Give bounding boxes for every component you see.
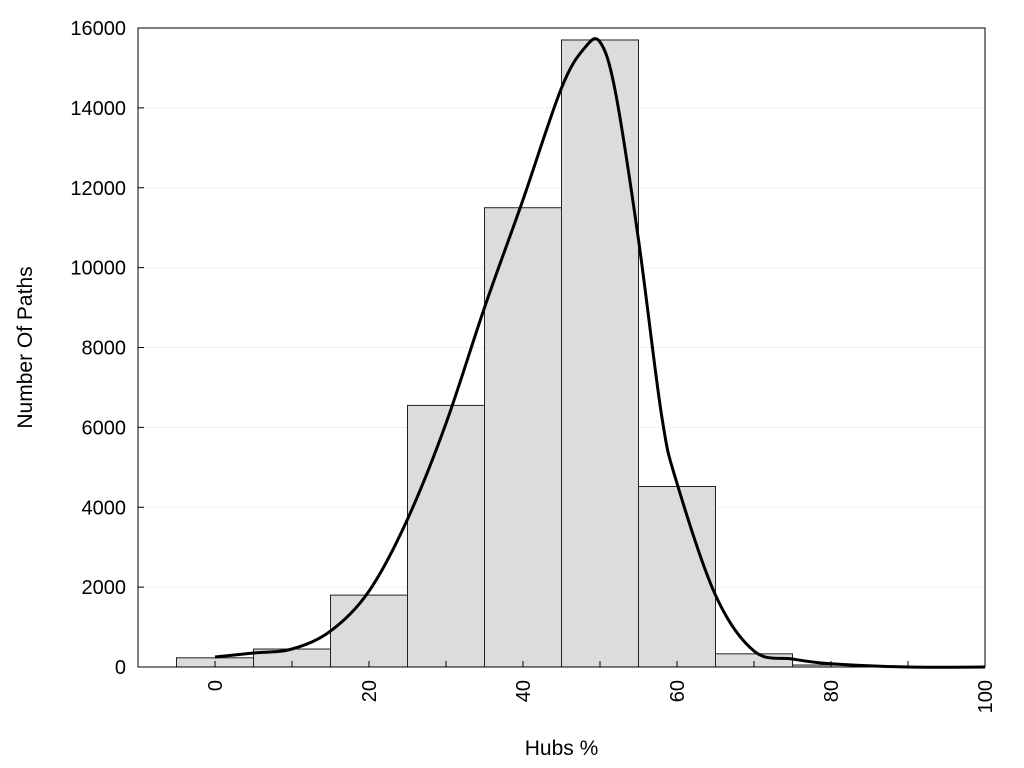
bars <box>176 39 986 668</box>
y-tick-label: 16000 <box>70 18 126 40</box>
x-tick-label: 0 <box>205 680 227 691</box>
y-axis-title: Number Of Paths <box>14 266 37 428</box>
y-tick-label: 14000 <box>70 98 126 120</box>
y-tick-label: 2000 <box>82 577 127 599</box>
histogram-bar <box>638 485 716 668</box>
histogram-bar <box>407 404 485 668</box>
y-tick-label: 0 <box>115 657 126 679</box>
y-tick-label: 8000 <box>82 338 127 360</box>
x-tick-label: 80 <box>821 680 843 702</box>
y-tick-label: 6000 <box>82 417 127 439</box>
x-tick-label: 40 <box>513 680 535 702</box>
y-tick-label: 12000 <box>70 178 126 200</box>
y-tick-label: 10000 <box>70 258 126 280</box>
x-tick-label: 20 <box>359 680 381 702</box>
x-axis-ticks: 0 20 40 60 80 100 <box>205 661 997 713</box>
x-axis-title: Hubs % <box>525 737 599 760</box>
density-curve-layer <box>214 37 986 669</box>
y-tick-label: 4000 <box>82 497 127 519</box>
y-axis-ticks: 0 2000 4000 6000 8000 10000 12000 14000 16000 <box>70 18 144 679</box>
density-curve <box>214 37 986 669</box>
histogram-bar <box>330 594 408 668</box>
histogram-bar <box>561 39 639 668</box>
x-tick-label: 60 <box>667 680 689 702</box>
x-tick-label: 100 <box>975 680 997 713</box>
histogram-bar <box>484 207 562 668</box>
